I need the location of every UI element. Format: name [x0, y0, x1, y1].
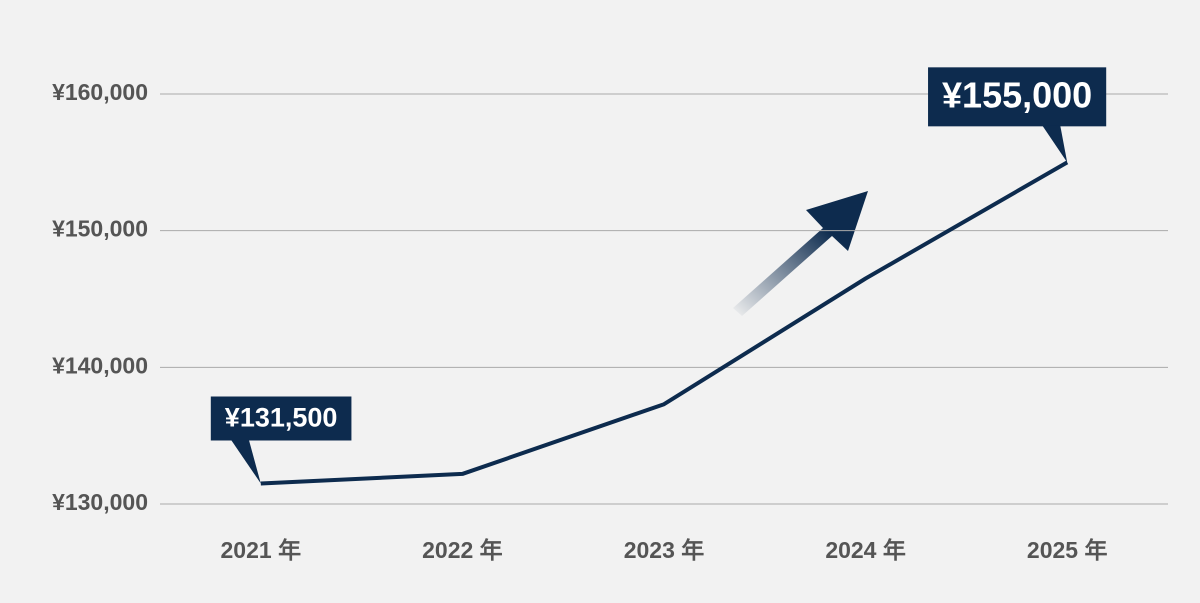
- label-tail: [1042, 125, 1068, 163]
- value-label-text: ¥131,500: [225, 403, 338, 433]
- label-tail: [230, 439, 261, 484]
- y-tick-label: ¥160,000: [52, 79, 148, 105]
- x-tick-label: 2022 年: [422, 537, 503, 563]
- y-tick-label: ¥130,000: [52, 489, 148, 515]
- x-tick-label: 2021 年: [221, 537, 302, 563]
- x-tick-label: 2024 年: [825, 537, 906, 563]
- label-box: [928, 67, 1107, 127]
- value-label-text: ¥155,000: [942, 74, 1092, 115]
- trend-arrow: [733, 191, 868, 316]
- label-box: [210, 396, 352, 441]
- x-tick-label: 2025 年: [1027, 537, 1108, 563]
- y-tick-label: ¥140,000: [52, 352, 148, 378]
- line: [260, 160, 1069, 486]
- value-label: ¥155,000: [928, 67, 1107, 163]
- y-tick-label: ¥150,000: [52, 216, 148, 242]
- x-tick-label: 2023 年: [624, 537, 705, 563]
- value-label: ¥131,500: [210, 396, 352, 484]
